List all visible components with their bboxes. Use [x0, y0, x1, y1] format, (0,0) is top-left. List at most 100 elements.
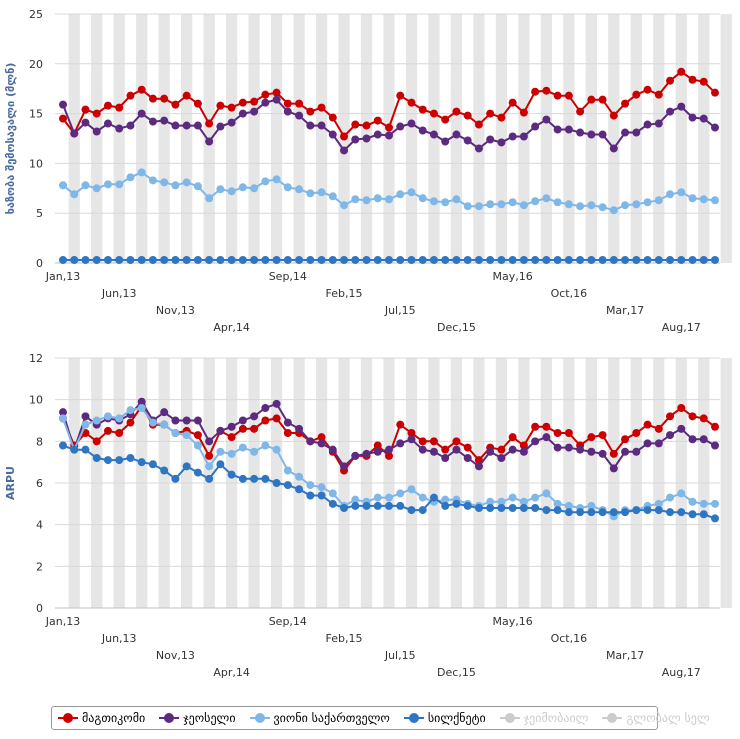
legend-item-silknet[interactable]: სილქნეტი	[403, 711, 486, 725]
data-point	[587, 95, 596, 104]
data-point	[677, 489, 686, 498]
data-point	[699, 114, 708, 123]
data-point	[272, 88, 281, 97]
data-point	[373, 493, 382, 502]
data-point	[238, 416, 247, 425]
data-point	[497, 504, 506, 512]
data-point	[542, 433, 551, 442]
data-point	[373, 194, 382, 203]
x-tick-label: Jun,13	[101, 632, 137, 645]
data-point	[711, 88, 719, 97]
y-tick-label: 15	[29, 108, 43, 121]
data-point	[137, 109, 146, 118]
data-point	[542, 256, 551, 265]
data-point	[385, 501, 393, 510]
legend-marker-icon	[249, 713, 270, 723]
data-point	[587, 256, 596, 265]
data-point	[362, 501, 371, 510]
data-point	[92, 109, 101, 118]
data-point	[609, 508, 618, 517]
data-point	[666, 508, 675, 517]
data-point	[587, 447, 596, 456]
data-point	[407, 256, 416, 265]
data-point	[250, 256, 259, 265]
data-point	[677, 424, 686, 433]
data-point	[193, 416, 202, 425]
data-point	[441, 445, 450, 454]
x-tick-label: Mar,17	[606, 304, 644, 317]
grid-band	[563, 14, 575, 263]
data-point	[137, 256, 146, 265]
data-point	[148, 176, 157, 185]
data-point	[418, 194, 427, 203]
data-point	[531, 422, 540, 431]
data-point	[351, 135, 360, 144]
data-point	[103, 256, 112, 265]
data-point	[677, 508, 686, 517]
legend-label: ჯეიმობაილ	[523, 711, 589, 725]
data-point	[317, 433, 326, 442]
data-point	[182, 91, 191, 100]
data-point	[497, 497, 506, 506]
data-point	[542, 422, 551, 431]
data-point	[497, 113, 506, 122]
data-point	[160, 256, 169, 265]
data-point	[621, 447, 630, 456]
data-point	[564, 501, 573, 510]
data-point	[137, 85, 146, 94]
data-point	[699, 435, 708, 444]
data-point	[351, 195, 360, 204]
data-point	[519, 132, 528, 141]
data-point	[553, 198, 562, 207]
legend-item-veon[interactable]: ვიონი საქართველო	[249, 711, 390, 725]
y-tick-label: 0	[36, 257, 43, 270]
data-point	[711, 196, 719, 205]
data-point	[486, 504, 495, 512]
data-point	[115, 103, 124, 112]
data-point	[295, 185, 304, 194]
data-point	[317, 103, 326, 112]
data-point	[396, 489, 405, 498]
grid-band	[630, 14, 642, 263]
x-tick-label: Jul,15	[384, 304, 416, 317]
legend-label: ვიონი საქართველო	[273, 711, 390, 725]
data-point	[632, 90, 641, 99]
data-point	[171, 416, 180, 425]
data-point	[283, 418, 292, 427]
data-point	[227, 103, 236, 112]
legend-item-geocell[interactable]: ჯეოსელი	[159, 711, 236, 725]
data-point	[666, 107, 675, 116]
data-point	[126, 256, 135, 265]
x-tick-label: Jan,13	[45, 615, 80, 628]
data-point	[205, 194, 214, 203]
data-point	[564, 256, 573, 265]
data-point	[171, 181, 180, 190]
grid-band	[720, 14, 732, 263]
data-point	[317, 483, 326, 492]
data-point	[59, 114, 67, 123]
data-point	[205, 137, 214, 146]
legend-item-magticom[interactable]: მაგთიკომი	[58, 711, 145, 725]
data-point	[103, 426, 112, 435]
data-point	[81, 420, 90, 429]
data-point	[373, 501, 382, 510]
data-point	[295, 424, 304, 433]
legend-item-globalcell[interactable]: გლობალ სელ	[602, 711, 710, 725]
data-point	[486, 256, 495, 265]
data-point	[126, 91, 135, 100]
data-point	[508, 98, 517, 107]
data-point	[171, 100, 180, 109]
data-point	[295, 472, 304, 481]
data-point	[699, 256, 708, 265]
x-tick-label: Apr,14	[213, 666, 250, 679]
data-point	[115, 180, 124, 189]
legend-item-jeimobile[interactable]: ჯეიმობაილ	[499, 711, 589, 725]
data-point	[385, 451, 393, 460]
data-point	[205, 119, 214, 128]
data-point	[452, 130, 461, 139]
data-point	[250, 412, 259, 421]
data-point	[441, 256, 450, 265]
data-point	[362, 449, 371, 458]
data-point	[474, 256, 483, 265]
data-point	[407, 98, 416, 107]
